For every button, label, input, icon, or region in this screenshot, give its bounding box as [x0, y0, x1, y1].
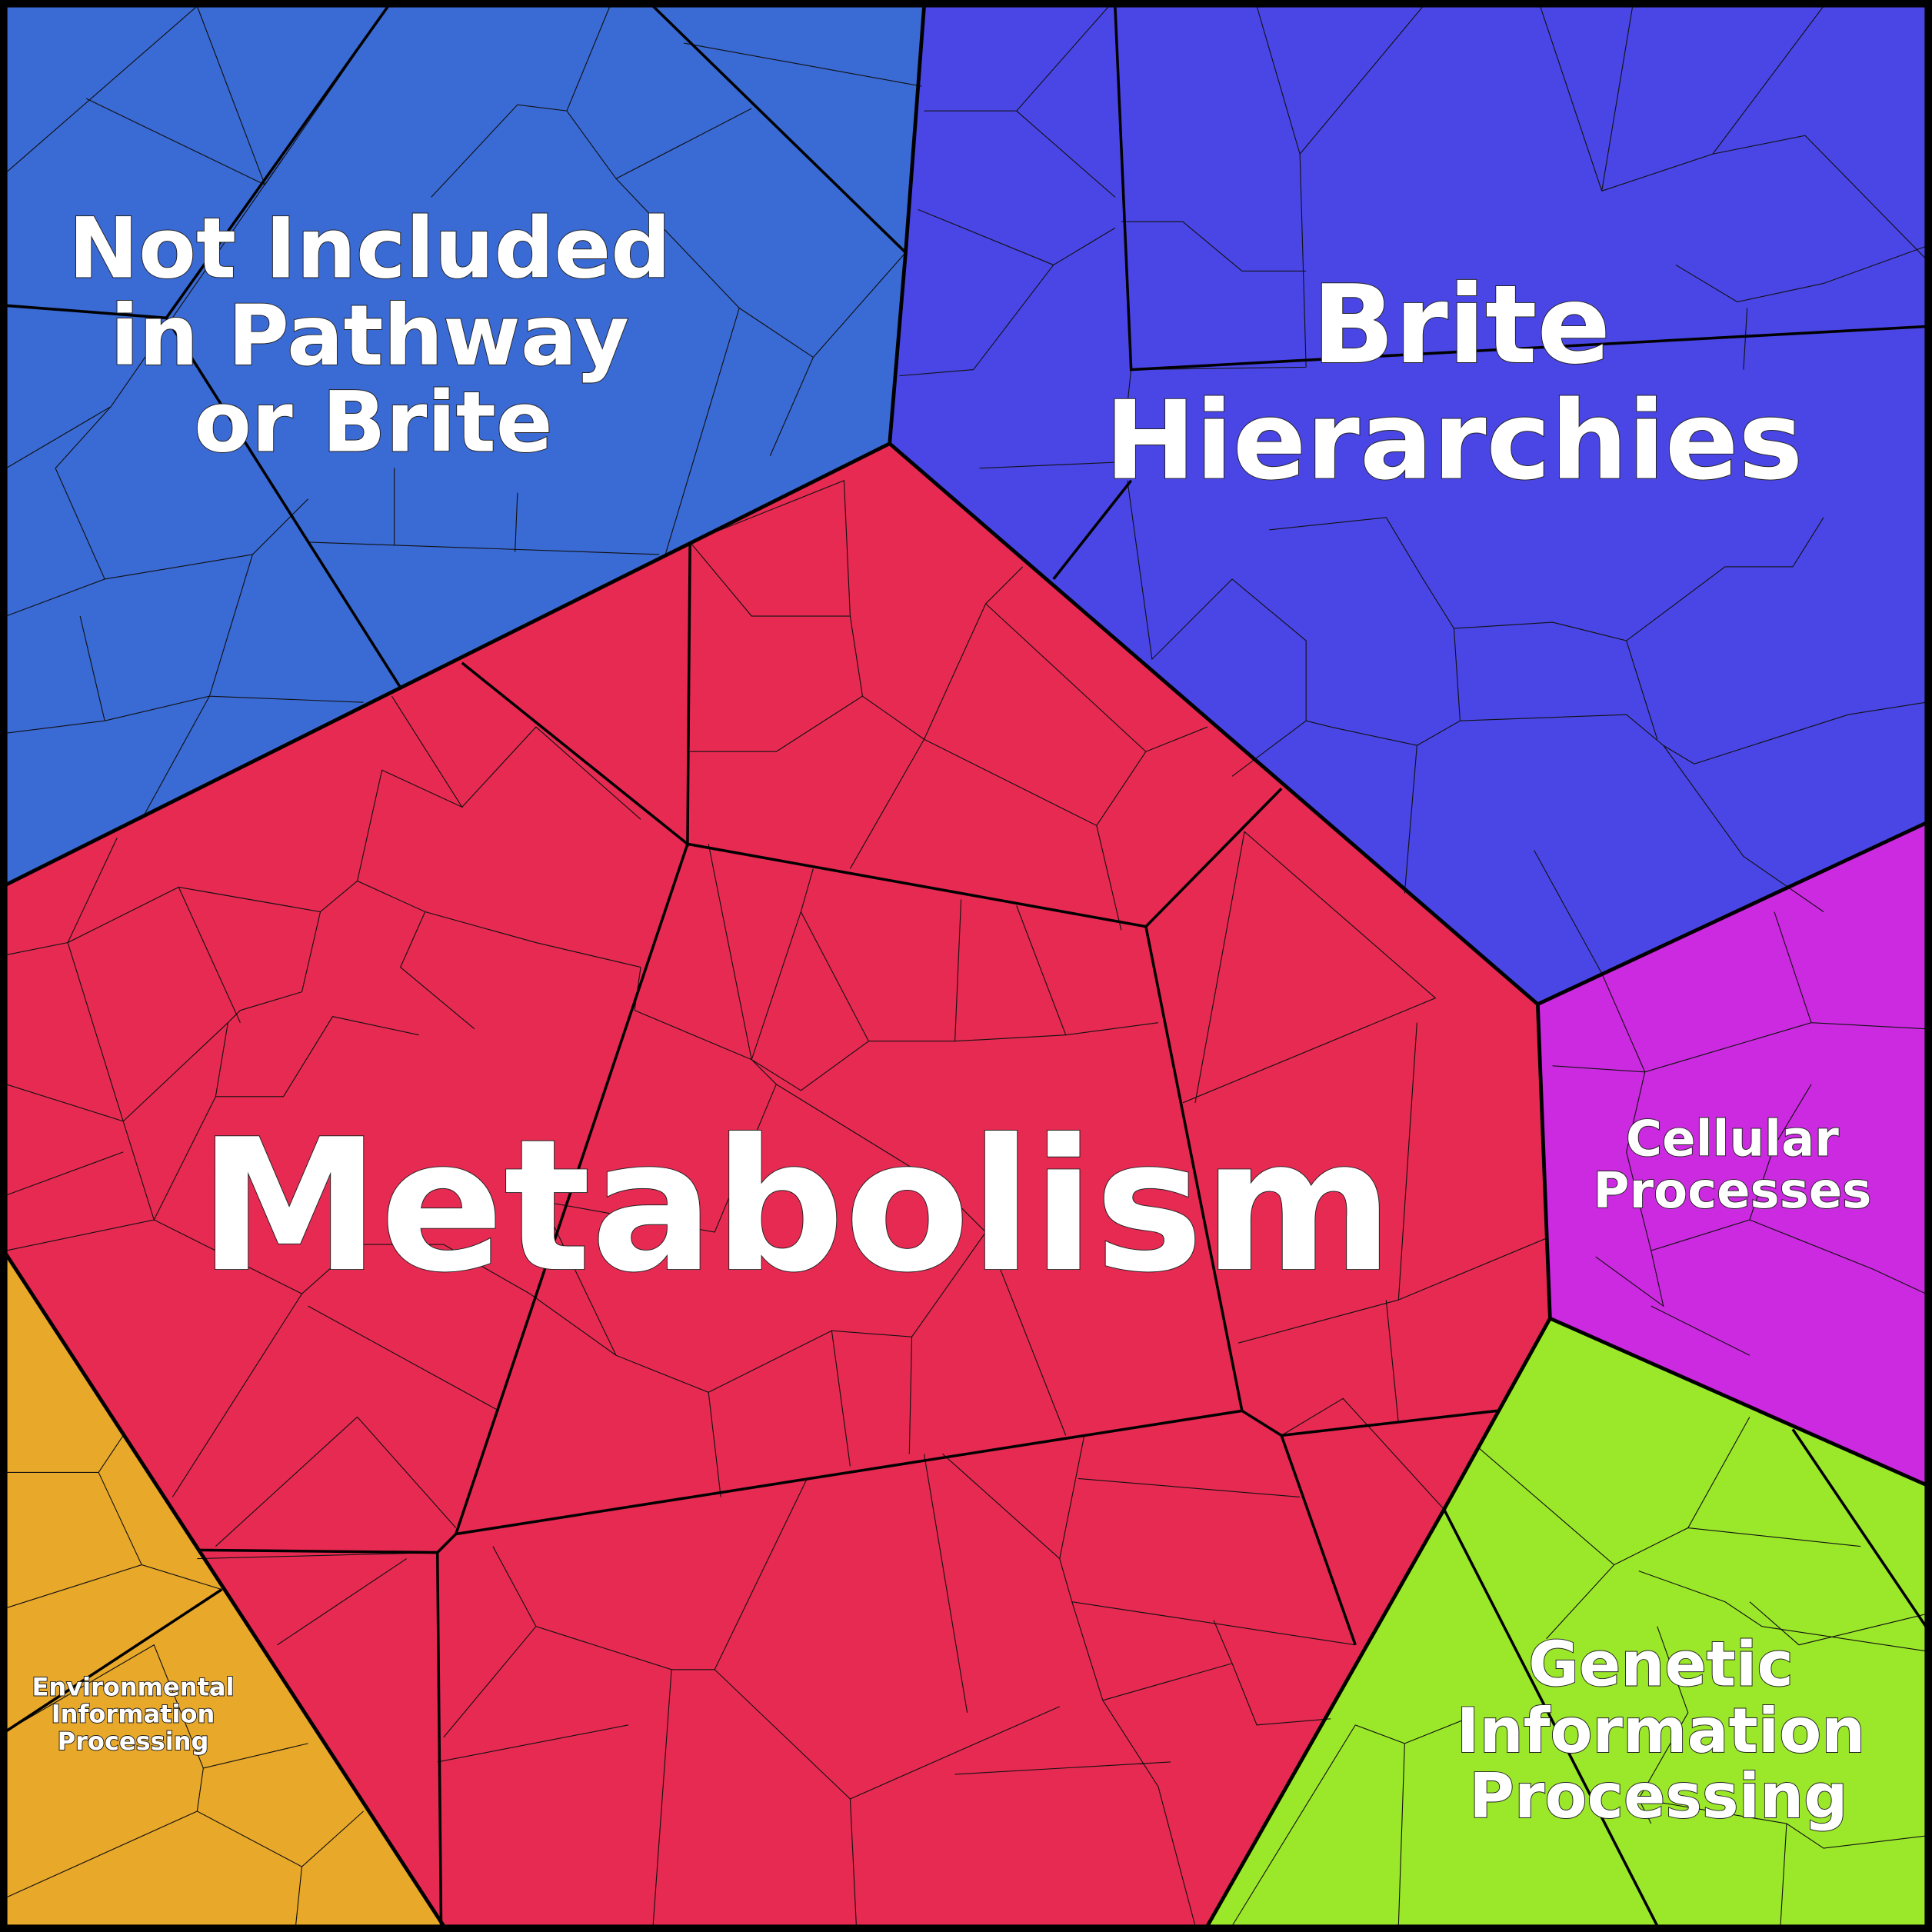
region-label: Not Included: [68, 199, 671, 297]
region-label: in Pathway: [110, 287, 629, 385]
region-cellular: [1537, 823, 1926, 1485]
region-label: Brite: [1312, 262, 1611, 388]
region-label: Cellular: [1626, 1111, 1839, 1168]
region-label: Information: [52, 1700, 215, 1729]
region-label: Processing: [58, 1727, 209, 1756]
region-label: Processes: [1594, 1163, 1872, 1220]
region-borders: [4, 5, 1927, 1927]
region-metabolism: [6, 443, 1551, 1926]
region-label: Genetic: [1528, 1629, 1794, 1700]
region-not-included: [6, 6, 924, 885]
region-label: Information: [1457, 1695, 1865, 1767]
region-label: Processing: [1469, 1760, 1847, 1832]
region-label: Environmental: [32, 1672, 235, 1701]
region-label: or Brite: [194, 373, 552, 471]
region-genetic: [1208, 1318, 1926, 1926]
region-label: Metabolism: [198, 1100, 1393, 1312]
region-brite: [889, 6, 1926, 1004]
region-label: Hierarchies: [1104, 378, 1803, 505]
